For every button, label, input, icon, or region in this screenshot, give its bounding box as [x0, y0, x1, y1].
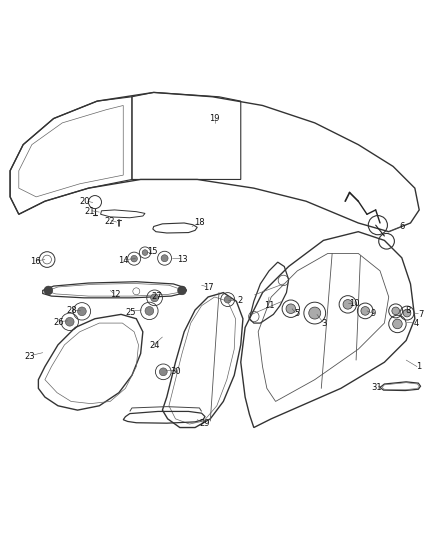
Text: 13: 13 — [177, 255, 187, 264]
Circle shape — [131, 255, 138, 262]
Text: 27: 27 — [152, 292, 162, 301]
Text: 6: 6 — [399, 222, 404, 231]
Circle shape — [361, 306, 370, 315]
Text: 20: 20 — [80, 197, 90, 206]
Text: 14: 14 — [118, 256, 128, 265]
Text: 30: 30 — [170, 367, 181, 376]
Circle shape — [159, 368, 167, 376]
Text: 26: 26 — [53, 318, 64, 327]
Text: 10: 10 — [349, 299, 359, 308]
Circle shape — [392, 319, 402, 329]
Circle shape — [145, 306, 154, 315]
Text: 15: 15 — [147, 247, 157, 256]
Text: 16: 16 — [30, 257, 41, 266]
Text: 19: 19 — [209, 114, 220, 123]
Text: 11: 11 — [264, 301, 274, 310]
Circle shape — [161, 255, 168, 262]
Circle shape — [403, 309, 411, 317]
Text: 17: 17 — [203, 283, 213, 292]
Text: 18: 18 — [194, 219, 205, 228]
Circle shape — [392, 307, 399, 314]
Circle shape — [151, 294, 159, 302]
Circle shape — [343, 300, 353, 309]
Text: 29: 29 — [200, 419, 210, 427]
Text: 3: 3 — [321, 319, 327, 328]
Text: 9: 9 — [370, 309, 375, 318]
Text: 22: 22 — [104, 217, 115, 226]
Text: 5: 5 — [295, 309, 300, 318]
Circle shape — [224, 296, 231, 303]
Text: 4: 4 — [413, 319, 419, 328]
Circle shape — [78, 307, 86, 316]
Text: 24: 24 — [150, 341, 160, 350]
Text: 28: 28 — [67, 305, 77, 314]
Circle shape — [65, 318, 74, 326]
Text: 2: 2 — [237, 296, 243, 305]
Circle shape — [178, 286, 186, 295]
Circle shape — [309, 307, 321, 319]
Text: 31: 31 — [371, 383, 382, 392]
Circle shape — [286, 304, 296, 313]
Text: 23: 23 — [25, 352, 35, 361]
Text: 21: 21 — [84, 207, 95, 216]
Text: 8: 8 — [406, 306, 411, 316]
Text: 12: 12 — [110, 290, 120, 299]
Circle shape — [44, 286, 53, 295]
Text: 7: 7 — [418, 310, 423, 319]
Circle shape — [142, 250, 148, 255]
Text: 1: 1 — [417, 362, 422, 371]
Text: 25: 25 — [126, 308, 136, 317]
